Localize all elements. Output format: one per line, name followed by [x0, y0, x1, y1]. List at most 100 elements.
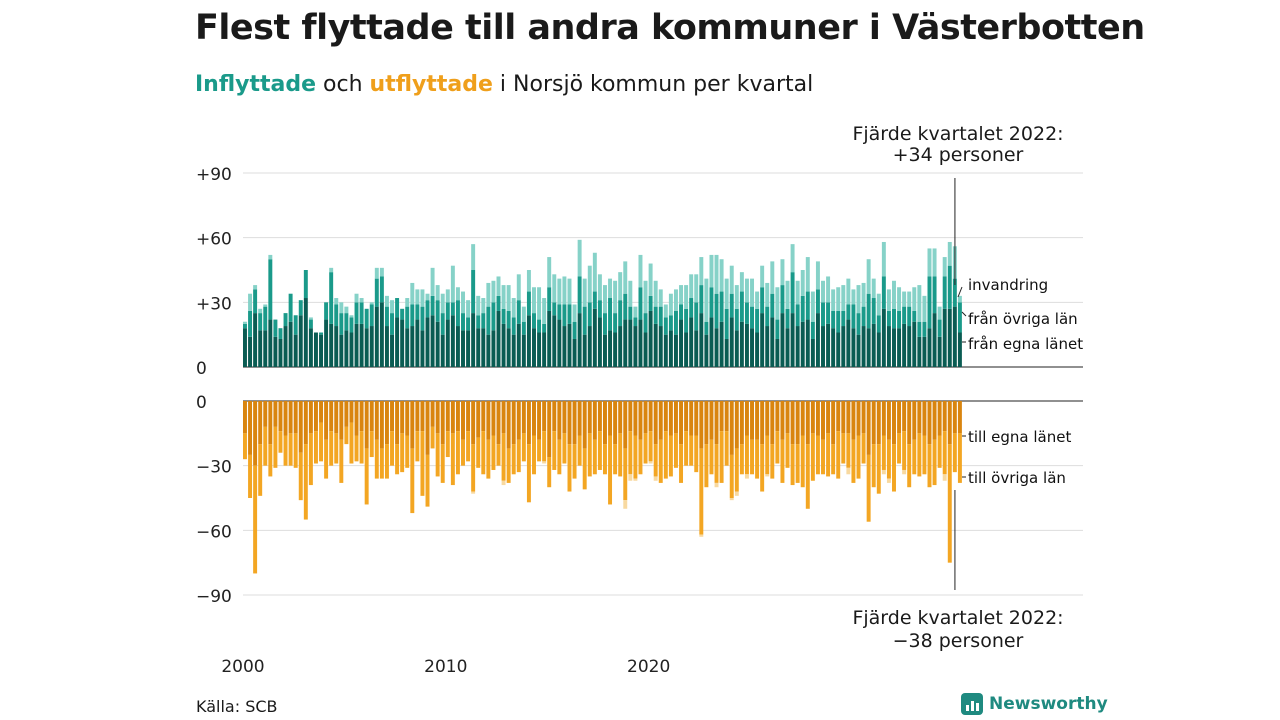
bar-in-invandring [557, 278, 562, 305]
bar-out-egna [248, 401, 253, 455]
bar-out-ovriga [384, 444, 389, 479]
bar-in-egna [516, 323, 521, 367]
bar-out-egna [694, 401, 699, 436]
bar-out-egna [288, 401, 293, 434]
bar-out-ovriga [628, 431, 633, 475]
bar-in-ovriga [734, 308, 739, 331]
bar-in-egna [785, 328, 790, 367]
bar-out-egna [790, 401, 795, 445]
bar-out-ovriga [618, 433, 623, 477]
bar-in-egna [486, 334, 491, 367]
bar-out-ovriga [775, 431, 780, 464]
bar-in-egna [547, 310, 552, 367]
bar-out-egna [547, 401, 552, 458]
bar-out-egna [821, 401, 825, 440]
bar-out-egna [770, 401, 775, 445]
bar-out-ovriga [714, 444, 719, 483]
bar-in-ovriga [450, 302, 455, 316]
bar-in-egna [263, 330, 268, 367]
bar-in-egna [942, 308, 947, 367]
bar-in-ovriga [466, 317, 471, 331]
bar-out-ovriga [248, 454, 253, 498]
bar-in-ovriga [871, 298, 876, 324]
bar-out-ovriga [516, 439, 521, 473]
bar-in-invandring [501, 285, 506, 309]
bar-out-egna [704, 401, 709, 445]
bar-in-egna [430, 315, 435, 367]
bar-out-ovriga [724, 431, 729, 466]
annotation-out-line1: Fjärde kvartalet 2022: [852, 607, 1063, 629]
bar-in-invandring [268, 254, 273, 260]
bar-out-ovriga [937, 435, 942, 468]
bar-out-utvandring [633, 478, 638, 481]
bar-out-ovriga [537, 439, 542, 462]
bar-out-ovriga [567, 444, 572, 492]
bar-out-egna [952, 401, 957, 434]
bar-out-egna [364, 401, 369, 449]
bar-in-ovriga [755, 308, 760, 333]
bar-in-invandring [861, 282, 866, 307]
bar-in-invandring [359, 298, 364, 303]
bar-in-invandring [841, 285, 846, 311]
bar-in-invandring [633, 306, 638, 318]
bar-out-ovriga [369, 431, 374, 458]
bar-in-egna [298, 315, 303, 367]
bar-in-invandring [800, 270, 805, 296]
bar-in-egna [694, 330, 699, 367]
bar-out-ovriga [638, 439, 643, 475]
bar-out-ovriga [739, 444, 744, 475]
bar-in-invandring [912, 287, 917, 311]
bar-in-ovriga [876, 315, 881, 333]
bar-in-egna [795, 326, 800, 367]
bar-in-ovriga [455, 300, 460, 327]
bar-out-ovriga [374, 439, 379, 479]
bar-out-ovriga [506, 448, 511, 483]
bar-out-egna [450, 401, 455, 434]
bar-in-ovriga [623, 293, 628, 320]
bar-in-egna [542, 332, 547, 367]
bar-in-ovriga [476, 315, 481, 329]
annotation-in-line1: Fjärde kvartalet 2022: [852, 123, 1063, 145]
bar-in-ovriga [369, 304, 374, 327]
bar-in-ovriga [592, 291, 597, 309]
bar-in-invandring [663, 304, 668, 318]
bar-in-invandring [526, 270, 531, 292]
bar-out-ovriga [349, 422, 354, 464]
bar-out-egna [324, 401, 329, 440]
bar-in-ovriga [384, 306, 389, 327]
bar-in-egna [425, 317, 430, 367]
bar-in-egna [329, 323, 334, 367]
bar-out-egna [932, 401, 937, 440]
bar-in-ovriga [866, 293, 871, 329]
bar-in-egna [349, 332, 354, 367]
bar-in-ovriga [739, 291, 744, 322]
bar-in-ovriga [344, 313, 349, 331]
bar-out-ovriga [719, 431, 724, 483]
bar-in-invandring [466, 300, 471, 318]
bar-out-ovriga [476, 437, 481, 468]
bar-in-ovriga [922, 321, 927, 337]
bar-in-ovriga [471, 270, 476, 314]
bar-in-invandring [937, 306, 942, 320]
bar-in-ovriga [750, 306, 754, 329]
bar-in-ovriga [608, 298, 613, 331]
bar-in-egna [435, 321, 440, 367]
bar-in-egna [952, 306, 957, 367]
bar-out-ovriga [765, 435, 770, 475]
bar-out-ovriga [324, 439, 329, 479]
bar-in-invandring [354, 293, 359, 303]
bar-out-utvandring [942, 474, 947, 481]
bar-in-ovriga [836, 310, 841, 333]
bar-in-invandring [582, 278, 587, 307]
bar-in-egna [846, 319, 851, 367]
bar-out-egna [400, 401, 405, 434]
bar-in-ovriga [547, 287, 552, 311]
bar-out-egna [425, 401, 430, 455]
bar-in-ovriga [542, 323, 547, 333]
bar-in-ovriga [886, 310, 891, 327]
bar-out-ovriga [648, 431, 653, 462]
bar-out-egna [390, 401, 394, 432]
bar-in-egna [395, 317, 400, 367]
bar-in-ovriga [263, 306, 268, 331]
bar-in-invandring [339, 302, 344, 314]
